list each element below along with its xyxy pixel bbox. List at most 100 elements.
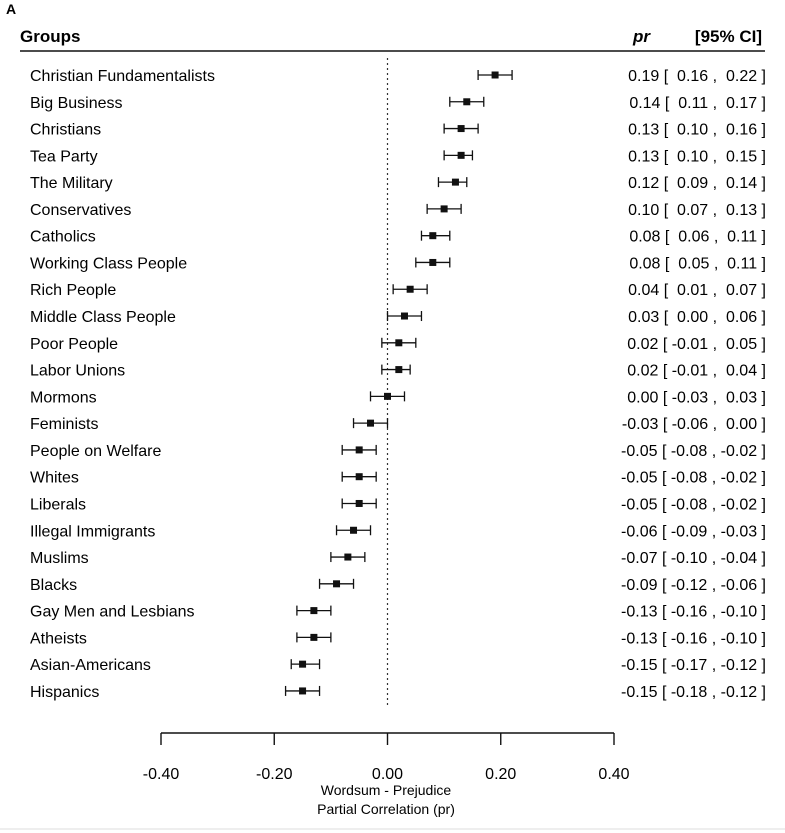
estimate-ci-text: 0.08 [ 0.05 , 0.11 ] [629, 255, 766, 272]
point-estimate [333, 580, 341, 588]
group-label: Poor People [30, 336, 118, 353]
table-row: Labor Unions 0.02 [ -0.01 , 0.04 ] [30, 363, 766, 380]
estimate-ci-text: 0.13 [ 0.10 , 0.16 ] [628, 122, 766, 139]
group-label: Mormons [30, 389, 97, 406]
table-row: The Military 0.12 [ 0.09 , 0.14 ] [30, 175, 766, 192]
point-estimate [310, 633, 318, 641]
table-row: Whites -0.05 [ -0.08 , -0.02 ] [30, 470, 766, 487]
point-estimate [395, 366, 403, 374]
point-estimate [344, 553, 352, 561]
panel-label: A [6, 1, 16, 17]
group-label: Tea Party [30, 148, 98, 165]
group-label: Labor Unions [30, 363, 125, 380]
estimate-ci-text: -0.05 [ -0.08 , -0.02 ] [621, 443, 766, 460]
group-label: Atheists [30, 630, 87, 647]
table-row: Christians 0.13 [ 0.10 , 0.16 ] [30, 122, 766, 139]
point-estimate [310, 607, 318, 615]
header-pr: pr [632, 27, 651, 46]
table-row: Mormons 0.00 [ -0.03 , 0.03 ] [30, 389, 766, 406]
estimate-ci-text: 0.03 [ 0.00 , 0.06 ] [628, 309, 766, 326]
table-row: Poor People 0.02 [ -0.01 , 0.05 ] [30, 336, 766, 353]
group-label: Catholics [30, 229, 96, 246]
x-tick-label: 0.20 [485, 766, 516, 783]
point-estimate [429, 258, 437, 266]
estimate-ci-text: 0.19 [ 0.16 , 0.22 ] [628, 68, 766, 85]
table-row: Big Business 0.14 [ 0.11 , 0.17 ] [30, 95, 766, 112]
table-row: Hispanics -0.15 [ -0.18 , -0.12 ] [30, 684, 766, 701]
table-row: Tea Party 0.13 [ 0.10 , 0.15 ] [30, 148, 766, 165]
header-ci: [95% CI] [695, 27, 762, 46]
point-estimate [355, 499, 363, 507]
estimate-ci-text: 0.12 [ 0.09 , 0.14 ] [628, 175, 766, 192]
table-row: Gay Men and Lesbians -0.13 [ -0.16 , -0.1… [30, 604, 766, 621]
point-estimate [463, 98, 471, 106]
point-estimate [457, 151, 465, 159]
group-label: Whites [30, 470, 79, 487]
group-label: Gay Men and Lesbians [30, 604, 195, 621]
x-tick-label: 0.40 [598, 766, 629, 783]
axis-title-line-2: Partial Correlation (pr) [317, 801, 455, 817]
point-estimate [457, 125, 465, 133]
point-estimate [355, 473, 363, 481]
table-row: Feminists -0.03 [ -0.06 , 0.00 ] [30, 416, 766, 433]
group-label: Hispanics [30, 684, 99, 701]
estimate-ci-text: 0.10 [ 0.07 , 0.13 ] [628, 202, 766, 219]
table-row: Conservatives 0.10 [ 0.07 , 0.13 ] [30, 202, 766, 219]
estimate-ci-text: 0.00 [ -0.03 , 0.03 ] [627, 389, 766, 406]
estimate-ci-text: 0.14 [ 0.11 , 0.17 ] [629, 95, 766, 112]
estimate-ci-text: -0.07 [ -0.10 , -0.04 ] [621, 550, 766, 567]
group-label: People on Welfare [30, 443, 161, 460]
group-label: Blacks [30, 577, 77, 594]
estimate-ci-text: -0.15 [ -0.18 , -0.12 ] [621, 684, 766, 701]
point-estimate [395, 339, 403, 347]
table-row: People on Welfare -0.05 [ -0.08 , -0.02 ] [30, 443, 766, 460]
point-estimate [400, 312, 408, 320]
table-row: Christian Fundamentalists 0.19 [ 0.16 , 0… [30, 68, 766, 85]
group-label: Middle Class People [30, 309, 176, 326]
estimate-ci-text: 0.02 [ -0.01 , 0.04 ] [627, 363, 766, 380]
point-estimate [451, 178, 459, 186]
estimate-ci-text: -0.13 [ -0.16 , -0.10 ] [621, 630, 766, 647]
estimate-ci-text: -0.03 [ -0.06 , 0.00 ] [622, 416, 766, 433]
group-label: Feminists [30, 416, 98, 433]
estimate-ci-text: -0.09 [ -0.12 , -0.06 ] [621, 577, 766, 594]
table-row: Middle Class People 0.03 [ 0.00 , 0.06 ] [30, 309, 766, 326]
x-axis: -0.40 -0.20 0.00 0.20 0.40 [143, 732, 630, 783]
group-label: Asian-Americans [30, 657, 151, 674]
estimate-ci-text: 0.08 [ 0.06 , 0.11 ] [629, 229, 766, 246]
group-label: Big Business [30, 95, 123, 112]
point-estimate [440, 205, 448, 213]
estimate-ci-text: -0.13 [ -0.16 , -0.10 ] [621, 604, 766, 621]
group-label: The Military [30, 175, 113, 192]
x-tick-label: -0.20 [256, 766, 293, 783]
estimate-ci-text: 0.13 [ 0.10 , 0.15 ] [628, 148, 766, 165]
point-estimate [367, 419, 375, 427]
point-estimate [406, 285, 414, 293]
point-estimate [429, 232, 437, 240]
estimate-ci-text: -0.06 [ -0.09 , -0.03 ] [621, 523, 766, 540]
point-estimate [491, 71, 499, 79]
estimate-ci-text: -0.15 [ -0.17 , -0.12 ] [621, 657, 766, 674]
table-row: Atheists -0.13 [ -0.16 , -0.10 ] [30, 630, 766, 647]
rows-group: Christian Fundamentalists 0.19 [ 0.16 , 0… [30, 68, 766, 701]
estimate-ci-text: 0.04 [ 0.01 , 0.07 ] [628, 282, 766, 299]
axis-title-line-1: Wordsum - Prejudice [321, 782, 452, 798]
table-row: Liberals -0.05 [ -0.08 , -0.02 ] [30, 496, 766, 513]
point-estimate [384, 392, 391, 400]
group-label: Working Class People [30, 255, 187, 272]
table-row: Illegal Immigrants -0.06 [ -0.09 , -0.03 … [30, 523, 766, 540]
group-label: Rich People [30, 282, 116, 299]
table-row: Blacks -0.09 [ -0.12 , -0.06 ] [30, 577, 766, 594]
point-estimate [299, 687, 307, 695]
group-label: Christians [30, 122, 101, 139]
table-row: Muslims -0.07 [ -0.10 , -0.04 ] [30, 550, 766, 567]
header-groups: Groups [20, 27, 80, 46]
group-label: Christian Fundamentalists [30, 68, 215, 85]
x-tick-label: -0.40 [143, 766, 180, 783]
point-estimate [350, 526, 358, 534]
x-tick-label: 0.00 [372, 766, 403, 783]
group-label: Liberals [30, 496, 86, 513]
group-label: Muslims [30, 550, 89, 567]
point-estimate [299, 660, 307, 668]
